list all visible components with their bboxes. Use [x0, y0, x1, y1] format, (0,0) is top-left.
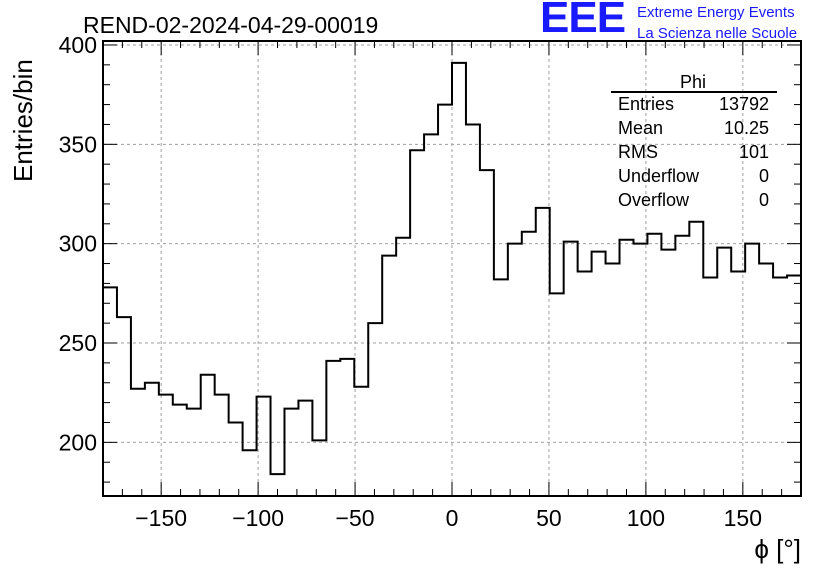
stats-row-value: 0 — [759, 166, 769, 186]
y-tick-label: 200 — [59, 429, 97, 455]
stats-row-value: 10.25 — [724, 118, 769, 138]
eee-logo-line-1: Extreme Energy Events — [637, 4, 795, 21]
axis-ticks — [102, 41, 802, 496]
stats-row-label: RMS — [618, 142, 658, 162]
grid-lines — [103, 41, 801, 496]
stats-row-value: 13792 — [719, 94, 769, 114]
y-tick-label: 300 — [59, 231, 97, 257]
stats-box-title: Phi — [680, 72, 706, 92]
x-tick-label: 100 — [627, 505, 665, 531]
x-tick-label: −50 — [336, 505, 375, 531]
stats-row-label: Overflow — [618, 190, 690, 210]
plot-frame — [102, 40, 802, 497]
eee-logo-line-2: La Scienza nelle Scuole — [637, 25, 798, 42]
y-tick-label: 250 — [59, 330, 97, 356]
stats-row-label: Mean — [618, 118, 663, 138]
y-axis-label: Entries/bin — [8, 59, 38, 182]
eee-logo-letters: EEE — [540, 0, 626, 42]
stats-box: Phi Entries 13792 Mean 10.25 RMS 101 Underflow… — [611, 72, 777, 210]
stats-row-label: Underflow — [618, 166, 700, 186]
stats-row-value: 0 — [759, 190, 769, 210]
y-tick-label: 350 — [59, 131, 97, 157]
chart-title: REND-02-2024-04-29-00019 — [83, 12, 378, 38]
x-tick-label: 0 — [446, 505, 459, 531]
x-tick-label: 150 — [724, 505, 762, 531]
tick-labels: −150 −100 −50 0 50 100 150 200 250 300 350 400 — [59, 32, 762, 531]
x-axis-label: ϕ [°] — [754, 534, 801, 564]
histogram-series-line — [103, 61, 801, 476]
x-tick-label: 50 — [536, 505, 562, 531]
x-tick-label: −150 — [135, 505, 187, 531]
stats-row-value: 101 — [739, 142, 769, 162]
x-tick-label: −100 — [232, 505, 284, 531]
stats-row-label: Entries — [618, 94, 674, 114]
y-tick-label: 400 — [59, 32, 97, 58]
